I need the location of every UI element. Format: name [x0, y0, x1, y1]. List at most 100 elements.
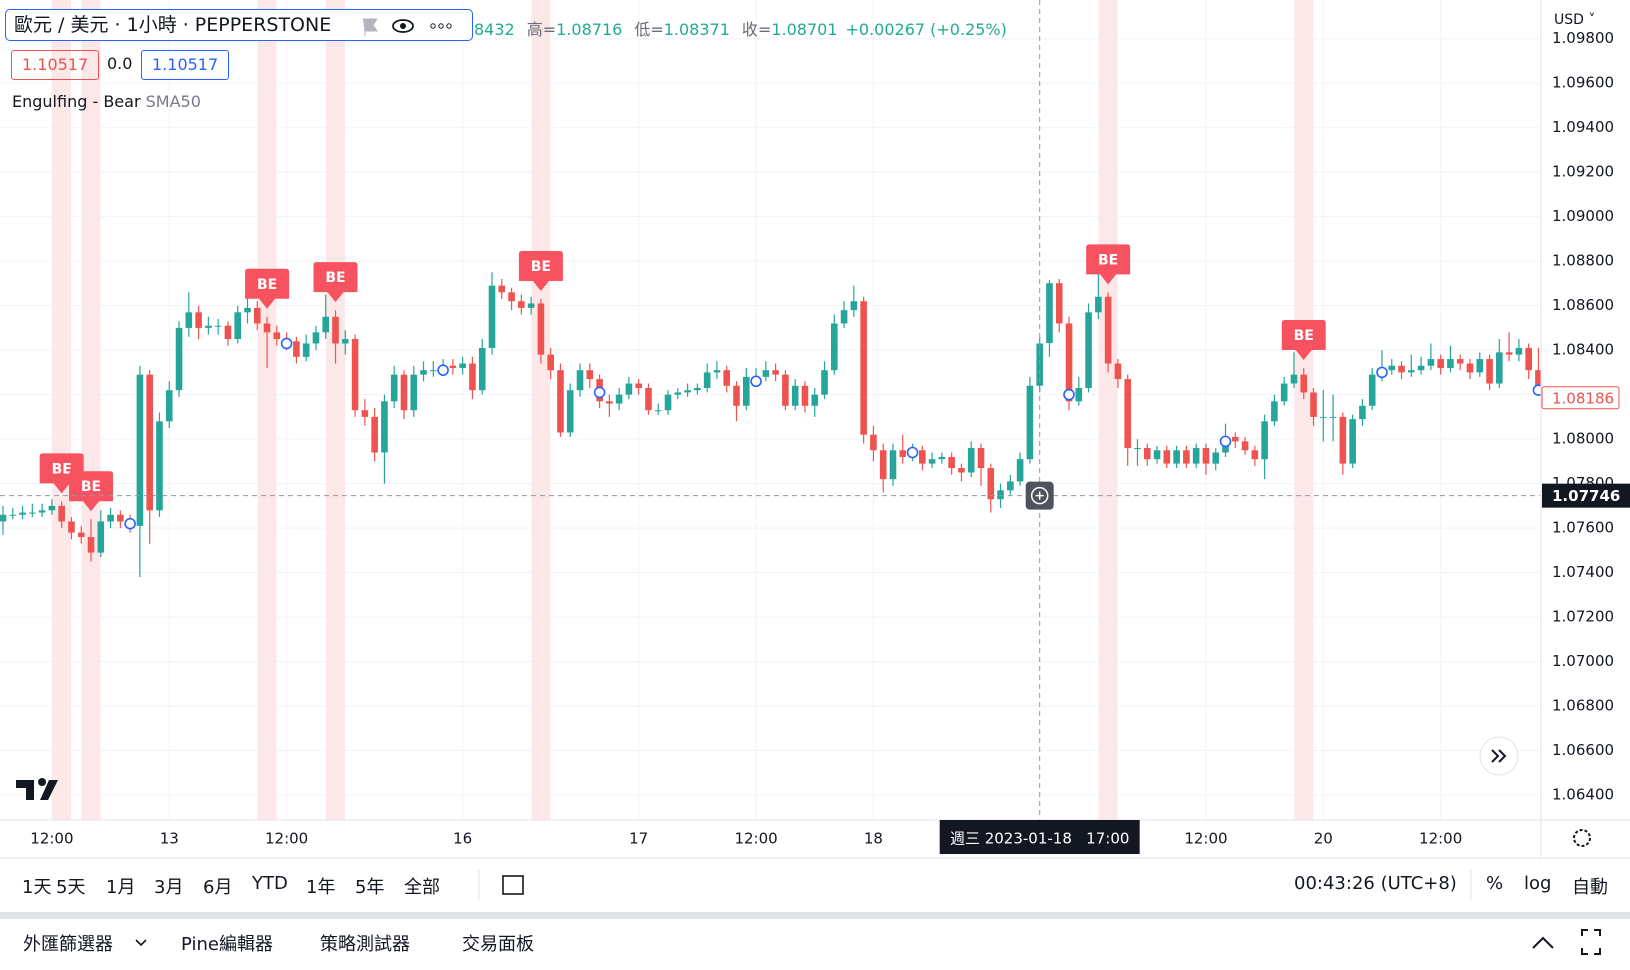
range-button[interactable]: 1年	[306, 877, 336, 898]
range-button[interactable]: 1天	[22, 877, 52, 898]
signal-label: BE	[325, 270, 345, 286]
dot[interactable]	[430, 23, 436, 29]
candle-body	[1388, 365, 1396, 371]
candle-body	[205, 325, 212, 328]
flag-icon[interactable]	[363, 18, 378, 36]
candle-body	[342, 339, 349, 344]
panel-tab[interactable]: Pine編輯器	[181, 934, 273, 955]
candle-body	[997, 490, 1004, 500]
candle-body	[1505, 352, 1513, 355]
signal-label-box	[518, 250, 563, 291]
candle-body	[400, 374, 408, 411]
candle-body	[1016, 459, 1024, 482]
settings-gear[interactable]	[1573, 829, 1591, 847]
candle-body	[1202, 448, 1210, 464]
auto-toggle[interactable]: 自動	[1572, 877, 1608, 898]
range-button[interactable]: 全部	[404, 877, 440, 898]
crosshair-price-box	[1542, 483, 1630, 508]
fullscreen-icon[interactable]	[1581, 929, 1601, 955]
candle-body	[87, 537, 95, 553]
panel-tab[interactable]: 外匯篩選器	[23, 934, 113, 955]
candle-body	[1368, 374, 1376, 406]
indicator-legend[interactable]: Engulfing - Bear SMA50	[12, 92, 201, 111]
candle-body	[782, 374, 789, 406]
candle-body	[97, 521, 105, 553]
candle-body	[1192, 448, 1200, 464]
clock[interactable]: 00:43:26 (UTC+8)	[1294, 873, 1457, 894]
candle-body	[1104, 296, 1112, 364]
candle-body	[1124, 379, 1131, 449]
calendar-icon[interactable]	[502, 875, 524, 895]
signal-label-box	[313, 262, 358, 303]
tv-logo	[16, 778, 58, 800]
range-button[interactable]: 6月	[203, 877, 233, 898]
candle-body	[772, 370, 779, 375]
candle-body	[508, 292, 515, 302]
symbol-icons	[363, 18, 452, 36]
range-button[interactable]: 3月	[154, 877, 184, 898]
candle-body	[1515, 347, 1523, 355]
indicator-name[interactable]: Engulfing - Bear	[12, 92, 141, 111]
candle-body	[684, 390, 691, 393]
candle-body	[1183, 450, 1190, 464]
candle-body	[1163, 450, 1171, 464]
x-tick-label: 20	[1314, 830, 1333, 848]
buy-price[interactable]: 1.10517	[141, 50, 230, 80]
candle-body	[1427, 359, 1435, 366]
range-button[interactable]: 1月	[106, 877, 136, 898]
sell-price[interactable]: 1.10517	[11, 50, 100, 80]
eye-pupil	[400, 23, 406, 29]
candle-body	[273, 332, 281, 340]
candle-body	[1153, 450, 1161, 460]
currency-label[interactable]: USD	[1554, 12, 1584, 28]
signal-label: BE	[52, 461, 72, 477]
candle-body	[733, 385, 740, 406]
x-tick-label: 12:00	[30, 830, 73, 848]
candle-body	[557, 370, 564, 433]
close-label: 收=	[741, 20, 772, 39]
percent-toggle[interactable]: %	[1486, 873, 1504, 894]
candle-body	[263, 323, 271, 333]
candle-body	[214, 325, 222, 327]
y-tick-label: 1.09800	[1552, 29, 1614, 47]
candle-body	[566, 390, 574, 433]
collapse-icon[interactable]	[1532, 936, 1554, 949]
y-tick-label: 1.08600	[1552, 296, 1614, 314]
range-button[interactable]: YTD	[252, 873, 288, 894]
currency-button[interactable]: USD ˅	[1548, 10, 1602, 30]
range-button[interactable]: 5天	[56, 877, 86, 898]
candle-body	[77, 532, 85, 538]
low-label: 低=	[634, 20, 664, 39]
candle-body	[449, 365, 457, 368]
candle-body	[1466, 363, 1474, 373]
log-toggle[interactable]: log	[1524, 873, 1552, 894]
sma-point	[1063, 388, 1075, 401]
dot	[446, 23, 452, 29]
candle-body	[713, 370, 721, 373]
range-button[interactable]: 5年	[355, 877, 385, 898]
candle-body	[1339, 416, 1347, 464]
candle-body	[791, 385, 799, 406]
candle-body	[654, 410, 662, 412]
symbol-title[interactable]: 歐元 / 美元 · 1小時 · PEPPERSTONE	[14, 14, 332, 36]
high-value: 1.08716	[556, 20, 623, 39]
eye-icon[interactable]	[392, 19, 414, 33]
crosshair-time-label: 週三 2023-01-18 17:00	[950, 830, 1129, 848]
candle-body	[1290, 374, 1298, 384]
candle-body	[488, 285, 496, 348]
signal-label-box	[1086, 244, 1131, 285]
candle-body	[1251, 450, 1259, 460]
sma-point	[437, 364, 449, 376]
signal-label: BE	[257, 277, 277, 293]
panel-tab[interactable]: 交易面板	[462, 934, 534, 955]
candle-body	[694, 387, 701, 391]
panel-tab[interactable]: 策略測試器	[320, 934, 410, 955]
crosshair-price-label: 1.07746	[1552, 487, 1620, 505]
last-price-box	[1541, 386, 1620, 410]
candle-body	[674, 392, 682, 395]
x-tick-label: 17	[629, 830, 648, 848]
candle-body	[537, 303, 545, 355]
symbol-box[interactable]: 歐元 / 美元 · 1小時 · PEPPERSTONE	[5, 9, 473, 41]
y-tick-label: 1.06400	[1552, 786, 1614, 804]
